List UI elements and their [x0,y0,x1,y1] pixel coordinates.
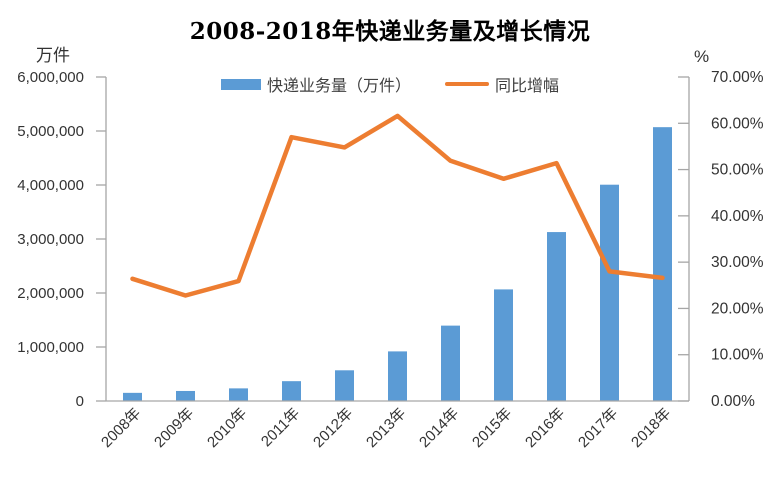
x-axis-label: 2013年 [363,405,409,451]
right-axis-tick-label: 50.00% [711,162,764,179]
legend: 快递业务量（万件） 同比增幅 [0,72,780,96]
left-axis-tick-label: 6,000,000 [17,69,84,86]
bar-2014年 [441,325,460,401]
right-axis-tick-label: 20.00% [711,300,764,317]
x-axis-label: 2010年 [204,405,250,451]
x-axis-label: 2017年 [575,405,621,451]
x-axis-label: 2009年 [151,405,197,451]
x-axis-label: 2016年 [522,405,568,451]
right-axis-tick-label: 70.00% [711,69,764,86]
legend-item-growth: 同比增幅 [445,72,559,96]
right-axis-tick-label: 60.00% [711,115,764,132]
right-axis-tick-label: 10.00% [711,347,764,364]
bar-2011年 [282,381,301,401]
bar-2010年 [229,388,248,401]
right-axis-tick-label: 40.00% [711,208,764,225]
legend-label-growth: 同比增幅 [495,78,560,95]
bar-2017年 [600,184,619,401]
right-axis-tick-label: 30.00% [711,254,764,271]
right-axis-unit-label: % [694,47,710,66]
bar-2008年 [123,392,142,401]
line-series-swatch [445,82,489,86]
bar-series-swatch [220,78,261,90]
x-axis-label: 2015年 [469,405,515,451]
legend-label-volume: 快递业务量（万件） [266,78,411,95]
x-axis-label: 2011年 [258,405,303,450]
bar-2018年 [653,127,672,401]
left-axis-tick-label: 2,000,000 [17,285,84,302]
legend-item-volume: 快递业务量（万件） [220,72,411,96]
x-axis-label: 2014年 [416,405,462,451]
bar-2013年 [388,351,407,401]
x-axis-label: 2008年 [98,405,144,451]
left-axis-tick-label: 4,000,000 [17,177,84,194]
right-axis-tick-label: 0.00% [711,393,755,410]
bar-2009年 [176,390,195,401]
left-axis-tick-label: 5,000,000 [17,123,84,140]
x-axis-label: 2012年 [310,405,356,451]
bar-2015年 [494,289,513,401]
x-axis-label: 2018年 [628,405,674,451]
growth-line [130,113,665,298]
bar-2012年 [335,370,354,401]
left-axis-unit-label: 万件 [36,46,70,65]
left-axis-tick-label: 0 [76,393,84,410]
chart-title: 2008-2018年快递业务量及增长情况 [189,18,591,45]
left-axis-tick-label: 3,000,000 [17,231,84,248]
left-axis-tick-label: 1,000,000 [17,339,84,356]
bar-2016年 [547,232,566,401]
